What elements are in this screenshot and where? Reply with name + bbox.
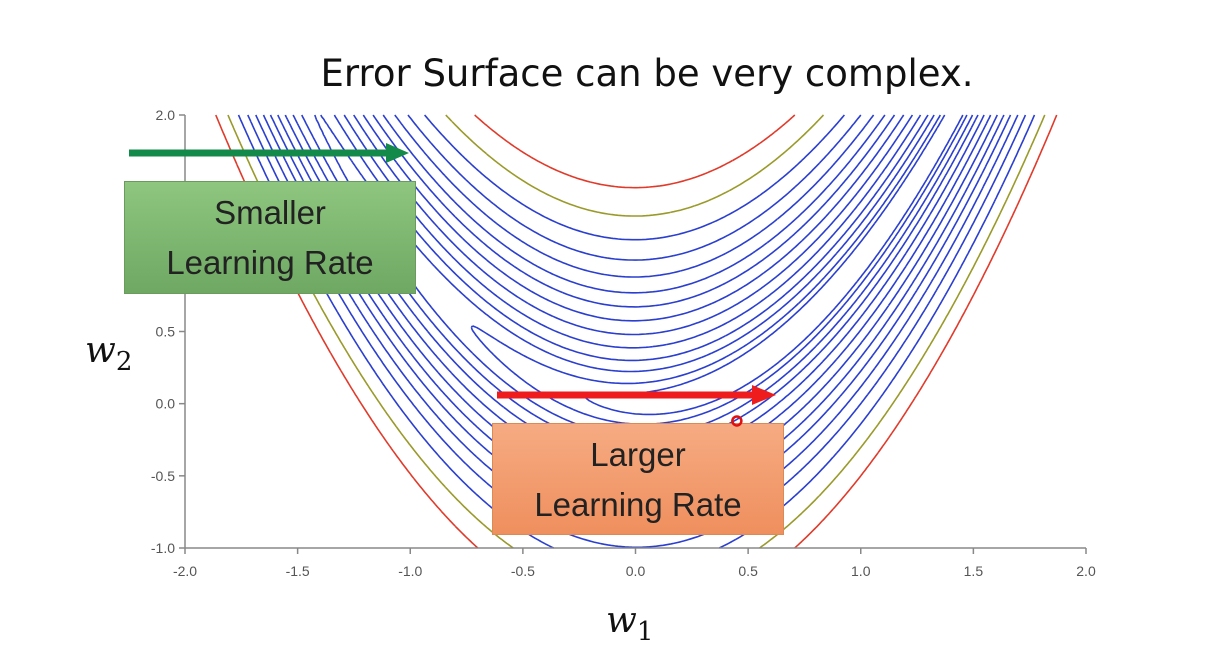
y-tick-label: 0.0 xyxy=(156,396,176,412)
smaller-learning-rate-box: Smaller Learning Rate xyxy=(124,181,416,294)
x-tick-label: -1.5 xyxy=(286,563,310,579)
contour-line xyxy=(237,114,1036,549)
contour-line xyxy=(215,114,1058,549)
small-lr-line-1: Smaller xyxy=(214,194,326,231)
y-axis-var: w xyxy=(85,330,116,371)
x-tick-label: -0.5 xyxy=(511,563,535,579)
y-axis-label: w2 xyxy=(85,330,132,377)
x-axis-label: w1 xyxy=(606,600,653,647)
y-tick-label: -0.5 xyxy=(151,468,175,484)
x-tick-label: 0.5 xyxy=(738,563,758,579)
y-axis-subscript: 2 xyxy=(115,347,133,377)
large-lr-arrow xyxy=(497,385,776,405)
x-axis-subscript: 1 xyxy=(636,617,654,647)
contour-line xyxy=(470,114,968,425)
y-tick-label: 2.0 xyxy=(156,107,176,123)
large-lr-line-1: Larger xyxy=(590,436,686,473)
small-lr-line-2: Learning Rate xyxy=(166,244,374,281)
small-lr-arrow xyxy=(129,143,409,163)
x-tick-label: -2.0 xyxy=(173,563,197,579)
x-tick-label: 2.0 xyxy=(1076,563,1096,579)
larger-learning-rate-box: Larger Learning Rate xyxy=(492,423,784,535)
y-tick-label: 0.5 xyxy=(156,324,176,340)
x-tick-label: 1.5 xyxy=(964,563,984,579)
large-lr-line-2: Learning Rate xyxy=(534,486,742,523)
slide-title: Error Surface can be very complex. xyxy=(320,52,974,95)
x-axis-var: w xyxy=(606,600,637,641)
y-tick-label: -1.0 xyxy=(151,540,175,556)
x-tick-label: 0.0 xyxy=(626,563,646,579)
x-tick-label: -1.0 xyxy=(398,563,422,579)
x-tick-label: 1.0 xyxy=(851,563,871,579)
